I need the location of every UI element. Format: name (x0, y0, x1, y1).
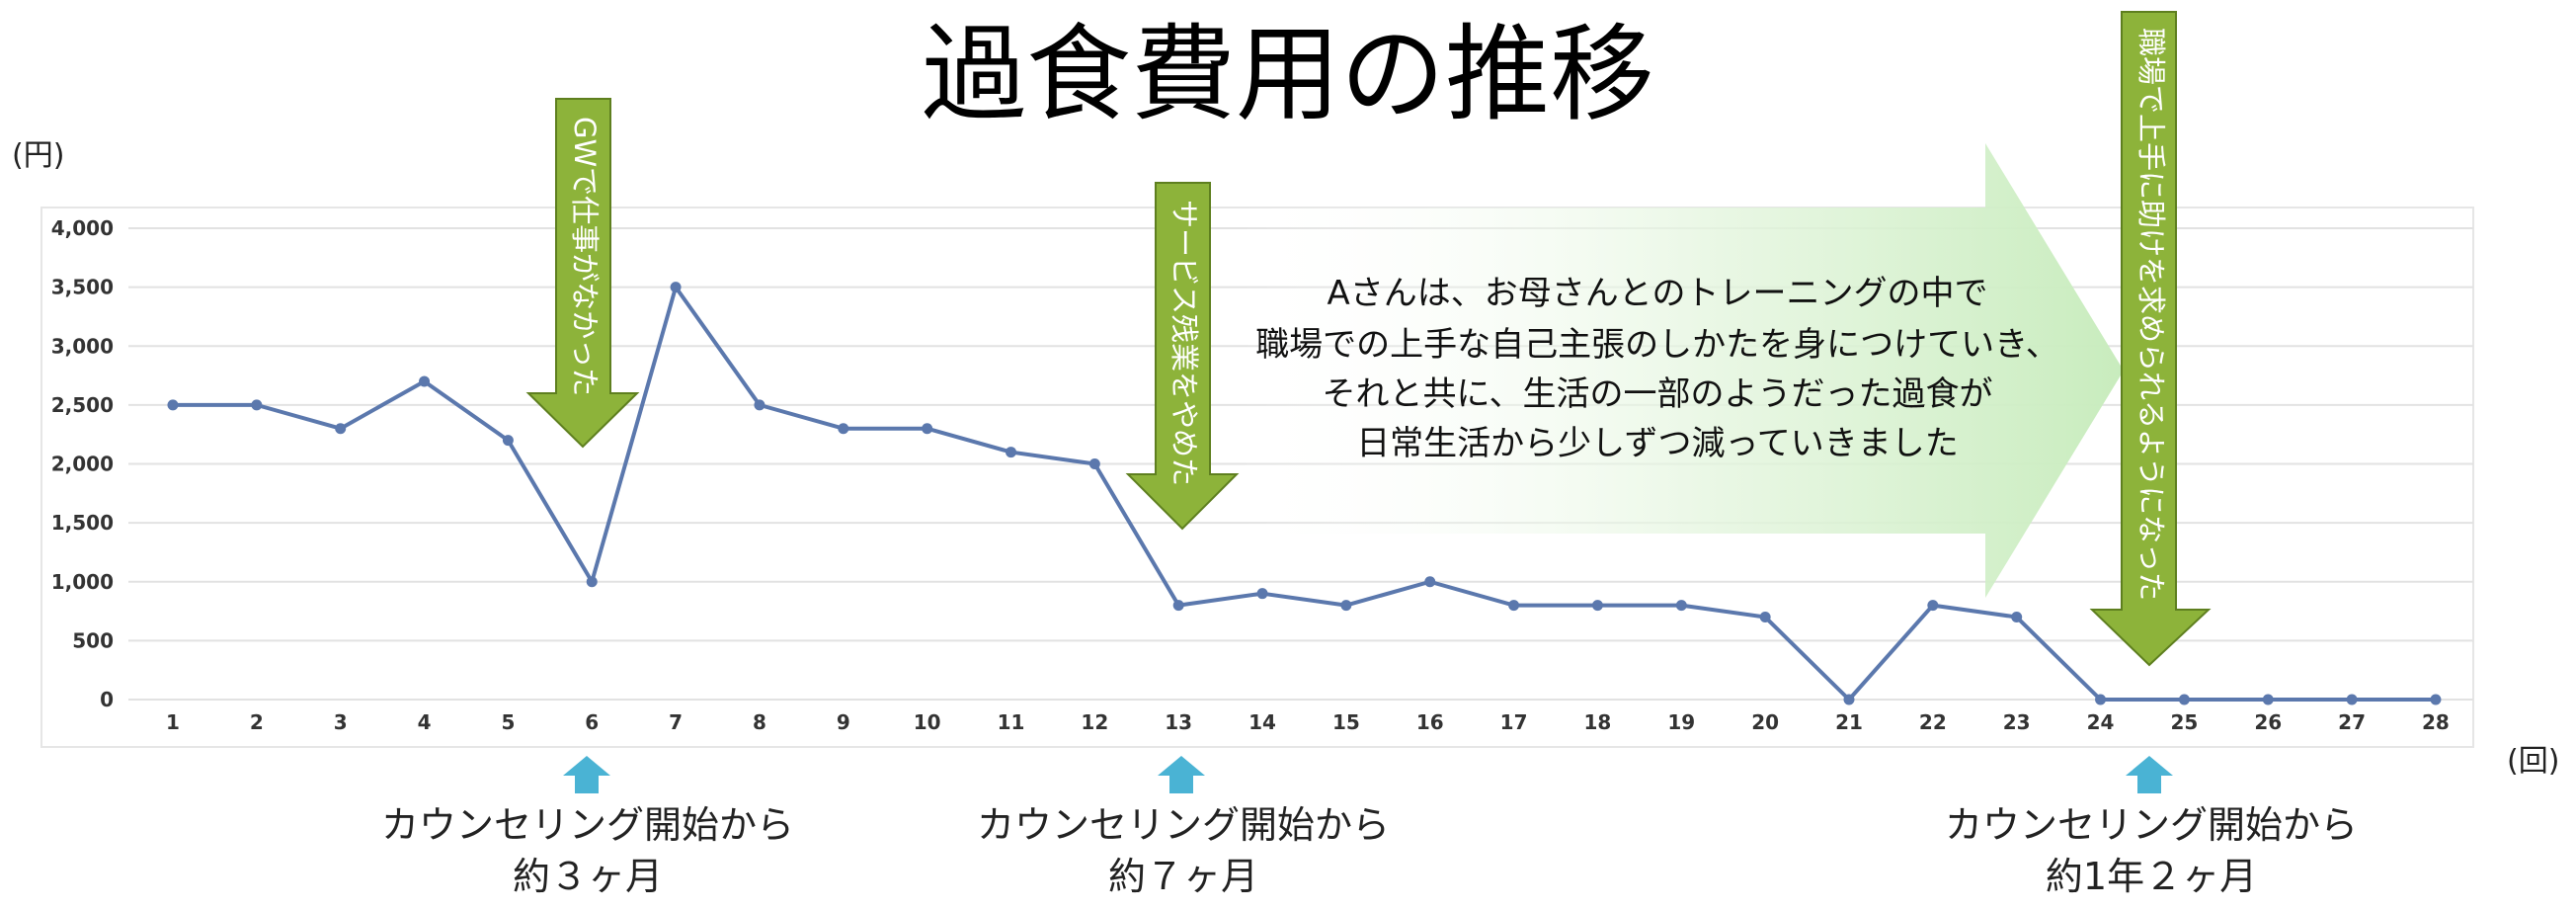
milestone-1-line2: 約３ヶ月 (513, 855, 663, 898)
data-point (1927, 600, 1939, 612)
annotation-arrow-3: 職場で上手に助けを求められるようになった (2089, 11, 2212, 667)
milestone-2: カウンセリング開始から 約７ヶ月 (977, 756, 1390, 898)
note-line-3: それと共に、生活の一部のようだった過食が (1323, 374, 1993, 414)
milestone-3-line2: 約1年２ヶ月 (2046, 855, 2257, 898)
data-point (586, 576, 598, 588)
data-point (838, 423, 849, 435)
x-tick-label: 20 (1751, 710, 1779, 734)
x-tick-label: 2 (250, 710, 264, 734)
series-points (167, 282, 2442, 705)
annotation-arrow-1: GWで仕事がなかった (525, 98, 640, 449)
note-line-1: Aさんは、お母さんとのトレーニングの中で (1328, 274, 1988, 313)
data-point (754, 399, 765, 411)
milestone-3-line1: カウンセリング開始から (1945, 803, 2358, 847)
x-tick-label: 18 (1584, 710, 1612, 734)
y-tick-label: 2,000 (51, 453, 114, 476)
x-tick-label: 4 (418, 710, 432, 734)
data-point (1508, 600, 1520, 612)
data-point (1340, 600, 1352, 612)
x-tick-label: 19 (1667, 710, 1695, 734)
y-tick-label: 4,000 (51, 216, 114, 240)
x-tick-label: 5 (501, 710, 515, 734)
data-point (670, 282, 682, 293)
milestone-1-line1: カウンセリング開始から (381, 803, 794, 847)
data-point (922, 423, 933, 435)
x-tick-label: 23 (2003, 710, 2031, 734)
note-line-4: 日常生活から少しずつ減っていきました (1356, 424, 1959, 463)
chart-title: 過食費用の推移 (922, 14, 1654, 135)
data-point (2095, 694, 2107, 705)
data-point (1759, 612, 1771, 623)
y-tick-label: 2,500 (51, 393, 114, 417)
milestone-2-line2: 約７ヶ月 (1108, 855, 1258, 898)
y-tick-label: 500 (72, 628, 114, 652)
data-point (2346, 694, 2358, 705)
data-point (2178, 694, 2190, 705)
x-tick-label: 28 (2422, 710, 2450, 734)
y-tick-label: 3,000 (51, 334, 114, 358)
data-point (419, 375, 431, 387)
data-point (335, 423, 347, 435)
y-tick-label: 1,500 (51, 511, 114, 535)
y-axis-unit: (円) (12, 138, 64, 173)
data-point (251, 399, 263, 411)
x-tick-label: 12 (1081, 710, 1108, 734)
data-point (1424, 576, 1436, 588)
y-tick-label: 1,000 (51, 570, 114, 594)
x-tick-label: 6 (585, 710, 599, 734)
x-tick-label: 15 (1332, 710, 1360, 734)
annotation-text-1: GWで仕事がなかった (568, 117, 602, 396)
data-point (2011, 612, 2023, 623)
milestone-3: カウンセリング開始から 約1年２ヶ月 (1945, 756, 2358, 898)
x-axis-ticks: 1 2 3 4 5 6 7 8 9 10 11 12 13 14 15 16 17 18 19 20 21 22 23 24 2… (166, 710, 2450, 734)
note-arrow-shape (1235, 143, 2124, 598)
y-tick-label: 0 (100, 688, 114, 711)
x-tick-label: 17 (1500, 710, 1528, 734)
milestone-1: カウンセリング開始から 約３ヶ月 (381, 756, 794, 898)
data-point (1675, 600, 1687, 612)
annotation-text-2: サービス残業をやめた (1167, 200, 1201, 486)
x-tick-label: 22 (1919, 710, 1947, 734)
data-point (2430, 694, 2442, 705)
data-point (1591, 600, 1603, 612)
x-tick-label: 26 (2254, 710, 2282, 734)
x-tick-label: 7 (669, 710, 683, 734)
series-polyline (173, 285, 2436, 702)
data-point (1006, 447, 1016, 458)
data-point (167, 399, 179, 411)
annotation-arrow-2: サービス残業をやめた (1125, 182, 1240, 531)
milestone-2-line1: カウンセリング開始から (977, 803, 1390, 847)
annotation-text-3: 職場で上手に助けを求められるようになった (2134, 28, 2168, 601)
note-line-2: 職場での上手な自己主張のしかたを身につけていき、 (1255, 325, 2059, 365)
x-tick-label: 21 (1835, 710, 1863, 734)
x-tick-label: 10 (914, 710, 941, 734)
x-axis-unit: (回) (2507, 744, 2559, 779)
y-tick-label: 3,500 (51, 276, 114, 299)
data-point (1172, 600, 1184, 612)
data-point (1088, 458, 1100, 469)
x-tick-label: 1 (166, 710, 180, 734)
x-tick-label: 25 (2170, 710, 2198, 734)
data-point (502, 435, 514, 447)
up-arrow-icon (2126, 756, 2173, 793)
up-arrow-icon (1158, 756, 1205, 793)
x-tick-label: 9 (837, 710, 850, 734)
x-tick-label: 8 (753, 710, 766, 734)
data-point (2262, 694, 2274, 705)
x-tick-label: 14 (1248, 710, 1276, 734)
data-point (1256, 588, 1268, 600)
x-tick-label: 27 (2338, 710, 2366, 734)
y-axis-ticks: 0 500 1,000 1,500 2,000 2,500 3,000 3,500 4,000 (51, 216, 114, 711)
data-point (1843, 694, 1855, 705)
x-tick-label: 16 (1416, 710, 1444, 734)
series-line (173, 285, 2436, 702)
x-tick-label: 11 (998, 710, 1025, 734)
x-tick-label: 13 (1165, 710, 1192, 734)
up-arrow-icon (563, 756, 610, 793)
x-tick-label: 24 (2087, 710, 2115, 734)
x-tick-label: 3 (334, 710, 348, 734)
